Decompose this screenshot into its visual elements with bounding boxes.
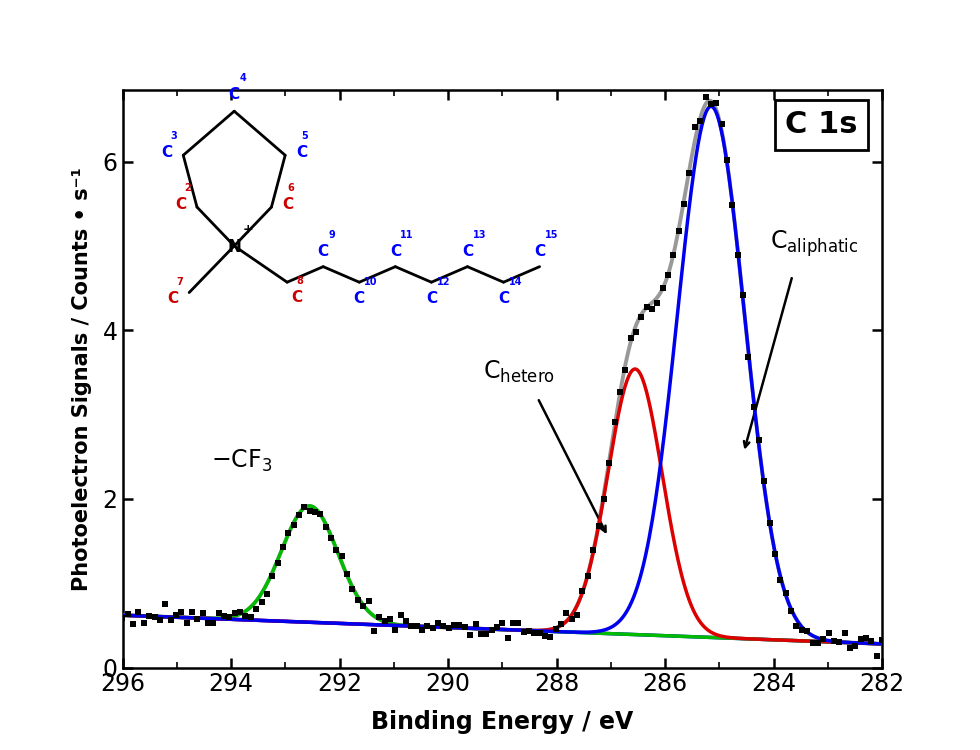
Text: C$_{\mathregular{hetero}}$: C$_{\mathregular{hetero}}$ (482, 358, 555, 385)
Text: C: C (354, 291, 365, 306)
Text: 13: 13 (472, 230, 486, 240)
Text: C: C (318, 244, 328, 259)
Text: 4: 4 (239, 74, 246, 83)
Text: 15: 15 (545, 230, 559, 240)
Text: C: C (282, 197, 294, 212)
Text: 2: 2 (184, 183, 191, 193)
Text: C: C (534, 244, 545, 259)
Text: 3: 3 (171, 131, 177, 141)
Text: 8: 8 (296, 276, 303, 286)
Text: C: C (462, 244, 473, 259)
Text: C: C (296, 146, 308, 160)
Y-axis label: Photoelectron Signals / Counts • s⁻¹: Photoelectron Signals / Counts • s⁻¹ (72, 167, 91, 591)
Text: N: N (227, 238, 241, 256)
Text: $-$CF$_3$: $-$CF$_3$ (212, 448, 272, 473)
Text: C: C (228, 87, 240, 102)
Text: +: + (243, 223, 254, 236)
Text: 10: 10 (365, 278, 378, 287)
Text: 11: 11 (401, 230, 414, 240)
Text: 6: 6 (287, 183, 294, 193)
Text: 14: 14 (509, 278, 522, 287)
Text: 7: 7 (176, 278, 183, 287)
Text: C: C (498, 291, 509, 306)
Text: 5: 5 (301, 131, 308, 141)
Text: C: C (291, 290, 302, 305)
Text: C$_{\mathregular{aliphatic}}$: C$_{\mathregular{aliphatic}}$ (770, 228, 858, 259)
Text: C: C (390, 244, 401, 259)
Text: C: C (426, 291, 437, 306)
Text: C: C (174, 197, 186, 212)
Text: C 1s: C 1s (785, 110, 858, 140)
Text: 12: 12 (436, 278, 450, 287)
Text: C: C (161, 146, 172, 160)
Text: 9: 9 (328, 230, 335, 240)
Text: C: C (167, 291, 178, 306)
X-axis label: Binding Energy / eV: Binding Energy / eV (371, 710, 633, 734)
